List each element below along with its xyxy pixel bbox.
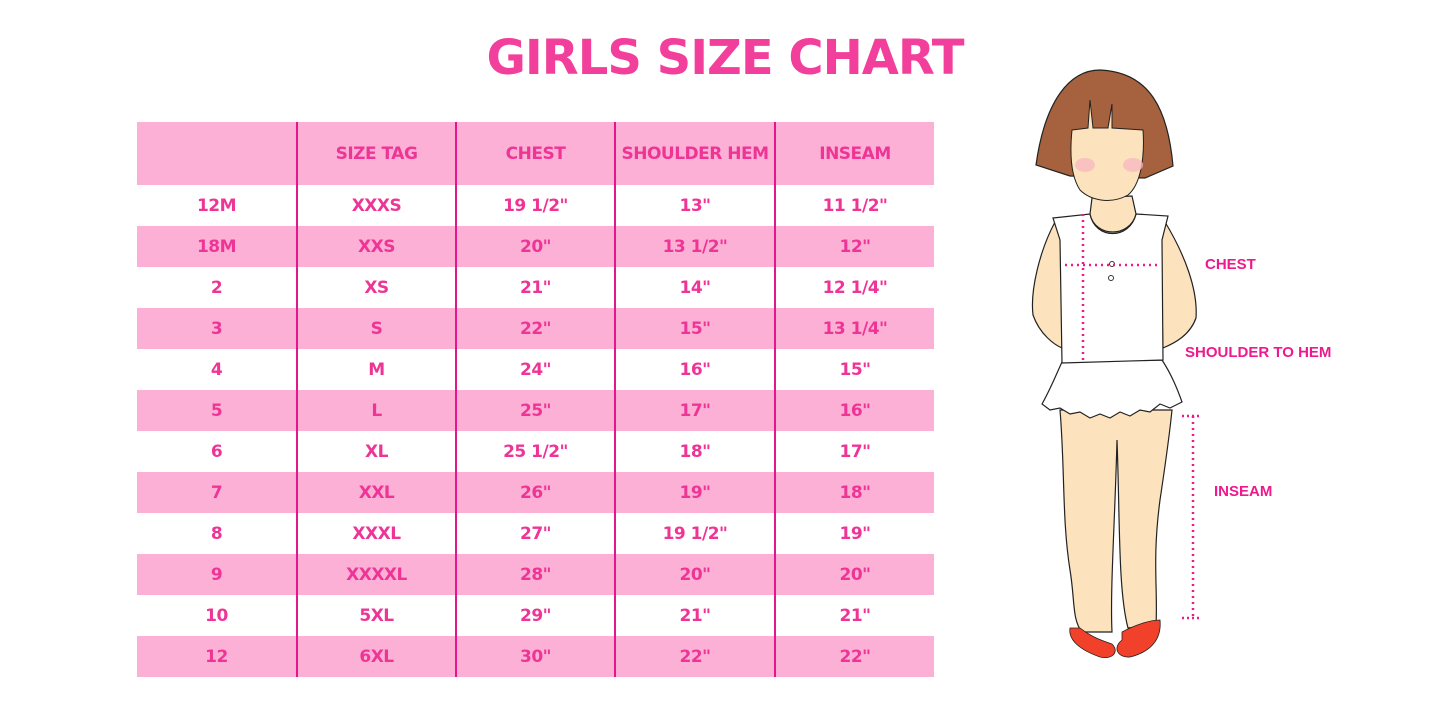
button — [1108, 275, 1114, 281]
table-row: 9 XXXXL 28" 20" 20" — [137, 554, 934, 595]
table-cell: 16" — [774, 390, 934, 431]
table-cell: 4 — [210, 359, 223, 380]
size-chart-table: SIZE TAG CHEST SHOULDER HEM INSEAM 12M XXXS 1… — [137, 122, 934, 677]
table-cell: 22" — [774, 636, 934, 677]
left-arm — [1031, 220, 1066, 349]
table-cell: 9 — [137, 554, 297, 595]
table-row: 4 M 24" 16" 15" — [137, 349, 934, 390]
table-cell: 25" — [455, 390, 615, 431]
table-cell: 15" — [774, 349, 934, 390]
left-shoe — [1069, 627, 1116, 659]
table-cell: XL — [296, 431, 456, 472]
table-cell: 25 1/2" — [455, 431, 615, 472]
column-header: SHOULDER HEM — [614, 122, 775, 185]
legs — [1059, 409, 1173, 633]
table-row: 12 6XL 30" 22" 22" — [137, 636, 934, 677]
table-cell: 10 — [205, 605, 228, 626]
table-cell: 19" — [614, 472, 775, 513]
page-title: GIRLS SIZE CHART — [486, 30, 965, 86]
table-cell: 16" — [614, 349, 775, 390]
table-row: 2 XS 21" 14" 12 1/4" — [137, 267, 934, 308]
table-row: 10 5XL 29" 21" 21" — [137, 595, 934, 636]
inseam-label: INSEAM — [1214, 483, 1273, 500]
left-cheek — [1075, 158, 1095, 172]
table-cell: 20" — [774, 554, 934, 595]
right-shoe — [1116, 619, 1161, 658]
skirt — [1041, 359, 1183, 419]
table-cell: XS — [296, 267, 456, 308]
table-cell: 24" — [455, 349, 615, 390]
table-cell: 5 — [137, 390, 297, 431]
table-cell: 21" — [455, 267, 615, 308]
table-cell: 30" — [455, 636, 615, 677]
column-header: CHEST — [455, 122, 615, 185]
table-cell: 18" — [614, 431, 775, 472]
table-cell: 11 1/2" — [774, 185, 934, 226]
table-cell: 6XL — [296, 636, 456, 677]
neck — [1089, 195, 1137, 233]
table-cell: 14" — [614, 267, 775, 308]
shoulder-to-hem-label: SHOULDER TO HEM — [1185, 344, 1332, 361]
table-cell: 7 — [137, 472, 297, 513]
table-cell: XXS — [296, 226, 456, 267]
table-cell: 6 — [210, 441, 223, 462]
table-row: 8 XXXL 27" 19 1/2" 19" — [137, 513, 934, 554]
table-cell: 15" — [614, 308, 775, 349]
chest-label: CHEST — [1205, 256, 1256, 273]
table-row: 18M XXS 20" 13 1/2" 12" — [137, 226, 934, 267]
table-cell: XXXXL — [296, 554, 456, 595]
table-cell: 19" — [774, 513, 934, 554]
table-cell: 12 1/4" — [774, 267, 934, 308]
table-cell: 19 1/2" — [614, 513, 775, 554]
table-cell: 18" — [774, 472, 934, 513]
table-cell: 29" — [455, 595, 615, 636]
table-cell: 17" — [614, 390, 775, 431]
column-header: INSEAM — [774, 122, 934, 185]
table-cell: 5XL — [296, 595, 456, 636]
table-cell: XXXL — [296, 513, 456, 554]
table-cell: 18M — [137, 226, 297, 267]
table-cell: 20" — [455, 226, 615, 267]
column-header — [137, 122, 297, 185]
table-cell: 27" — [455, 513, 615, 554]
table-cell: 20" — [614, 554, 775, 595]
table-cell: 21" — [614, 595, 775, 636]
table-cell: S — [296, 308, 456, 349]
table-row: 3 S 22" 15" 13 1/4" — [137, 308, 934, 349]
table-row: 6 XL 25 1/2" 18" 17" — [137, 431, 934, 472]
table-cell: 28" — [455, 554, 615, 595]
table-row: 7 XXL 26" 19" 18" — [137, 472, 934, 513]
shirt — [1052, 213, 1169, 364]
table-row: 12M XXXS 19 1/2" 13" 11 1/2" — [137, 185, 934, 226]
table-cell: 22" — [614, 636, 775, 677]
table-cell: 13 1/2" — [614, 226, 775, 267]
table-cell: 19 1/2" — [455, 185, 615, 226]
table-row: 5 L 25" 17" 16" — [137, 390, 934, 431]
face — [1070, 99, 1144, 201]
table-cell: 17" — [774, 431, 934, 472]
table-cell: 3 — [137, 308, 297, 349]
column-header: SIZE TAG — [296, 122, 456, 185]
table-cell: M — [296, 349, 456, 390]
table-cell: 26" — [455, 472, 615, 513]
table-cell: 12 — [137, 636, 297, 677]
right-cheek — [1123, 158, 1143, 172]
table-cell: 12" — [774, 226, 934, 267]
table-cell: L — [296, 390, 456, 431]
table-cell: 22" — [455, 308, 615, 349]
table-cell: 8 — [210, 523, 223, 544]
table-header-row: SIZE TAG CHEST SHOULDER HEM INSEAM — [137, 122, 934, 185]
table-cell: 12M — [196, 195, 237, 216]
table-cell: 13 1/4" — [774, 308, 934, 349]
table-cell: XXXS — [296, 185, 456, 226]
table-cell: 13" — [614, 185, 775, 226]
table-cell: 21" — [774, 595, 934, 636]
table-cell: XXL — [296, 472, 456, 513]
table-cell: 2 — [210, 277, 223, 298]
right-arm — [1159, 220, 1197, 349]
